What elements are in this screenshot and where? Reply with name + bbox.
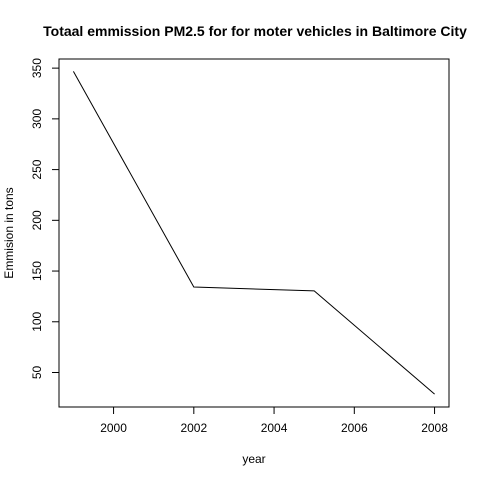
x-tick-label: 2004	[261, 421, 288, 435]
series-line	[72, 71, 435, 395]
x-tick-label: 2000	[100, 421, 127, 435]
y-tick-label: 50	[30, 366, 44, 380]
y-tick-label: 100	[30, 311, 44, 331]
y-axis: 50 100 150 200 250 300 350	[30, 58, 60, 380]
y-tick-label: 350	[30, 58, 44, 78]
y-axis-label: Emmision in tons	[2, 187, 16, 278]
y-tick-label: 250	[30, 159, 44, 179]
plot-frame	[58, 58, 450, 408]
x-tick-label: 2008	[421, 421, 448, 435]
y-tick-label: 300	[30, 109, 44, 129]
x-tick-label: 2002	[180, 421, 207, 435]
x-axis-label: year	[242, 452, 265, 466]
y-tick-label: 150	[30, 261, 44, 281]
y-tick-label: 200	[30, 210, 44, 230]
chart-title: Totaal emmission PM2.5 for for moter veh…	[43, 23, 467, 39]
x-tick-label: 2006	[341, 421, 368, 435]
x-axis: 2000 2002 2004 2006 2008	[100, 406, 448, 435]
